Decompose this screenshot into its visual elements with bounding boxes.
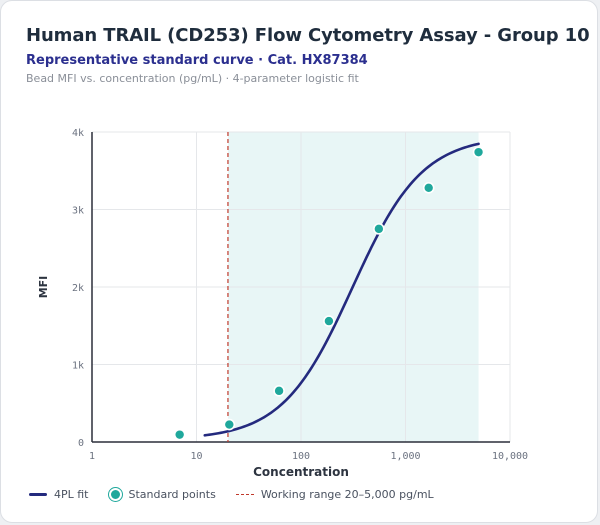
standard-point bbox=[173, 428, 186, 441]
x-tick-label: 10,000 bbox=[492, 451, 528, 462]
fit-line-swatch bbox=[29, 493, 47, 496]
y-tick-label: 4k bbox=[72, 128, 84, 139]
legend: 4PL fit Standard points Working range 20… bbox=[29, 488, 454, 501]
y-tick-label: 2k bbox=[72, 283, 84, 294]
standard-point bbox=[422, 182, 435, 194]
standard-point bbox=[323, 315, 335, 327]
standard-point bbox=[373, 223, 385, 235]
legend-item-points[interactable]: Standard points bbox=[108, 488, 216, 501]
legend-item-range[interactable]: Working range 20–5,000 pg/mL bbox=[235, 488, 434, 501]
y-tick-label: 3k bbox=[72, 206, 84, 217]
legend-points-label: Standard points bbox=[128, 488, 216, 501]
chart-title: Human TRAIL (CD253) Flow Cytometry Assay… bbox=[26, 25, 590, 46]
x-tick-label: 100 bbox=[292, 451, 310, 462]
y-tick-label: 1k bbox=[72, 361, 84, 372]
x-tick-label: 1,000 bbox=[390, 451, 420, 462]
legend-range-label: Working range 20–5,000 pg/mL bbox=[260, 488, 434, 501]
standard-point bbox=[223, 418, 236, 431]
legend-fit-label: 4PL fit bbox=[54, 488, 89, 501]
y-axis-label: MFI bbox=[37, 276, 50, 299]
x-tick-label: 10 bbox=[190, 451, 202, 462]
chart-subtitle: Representative standard curve · Cat. HX8… bbox=[26, 53, 368, 68]
point-swatch bbox=[108, 488, 122, 501]
fit-curve bbox=[203, 142, 480, 437]
x-axis-label: Concentration bbox=[253, 465, 349, 479]
range-line-swatch bbox=[235, 494, 254, 495]
chart-caption: Bead MFI vs. concentration (pg/mL) · 4-p… bbox=[26, 72, 359, 85]
standard-point bbox=[273, 385, 285, 397]
legend-item-fit[interactable]: 4PL fit bbox=[29, 488, 89, 501]
standard-point bbox=[472, 146, 485, 158]
y-tick-label: 0 bbox=[78, 438, 84, 449]
x-tick-label: 1 bbox=[89, 451, 95, 462]
